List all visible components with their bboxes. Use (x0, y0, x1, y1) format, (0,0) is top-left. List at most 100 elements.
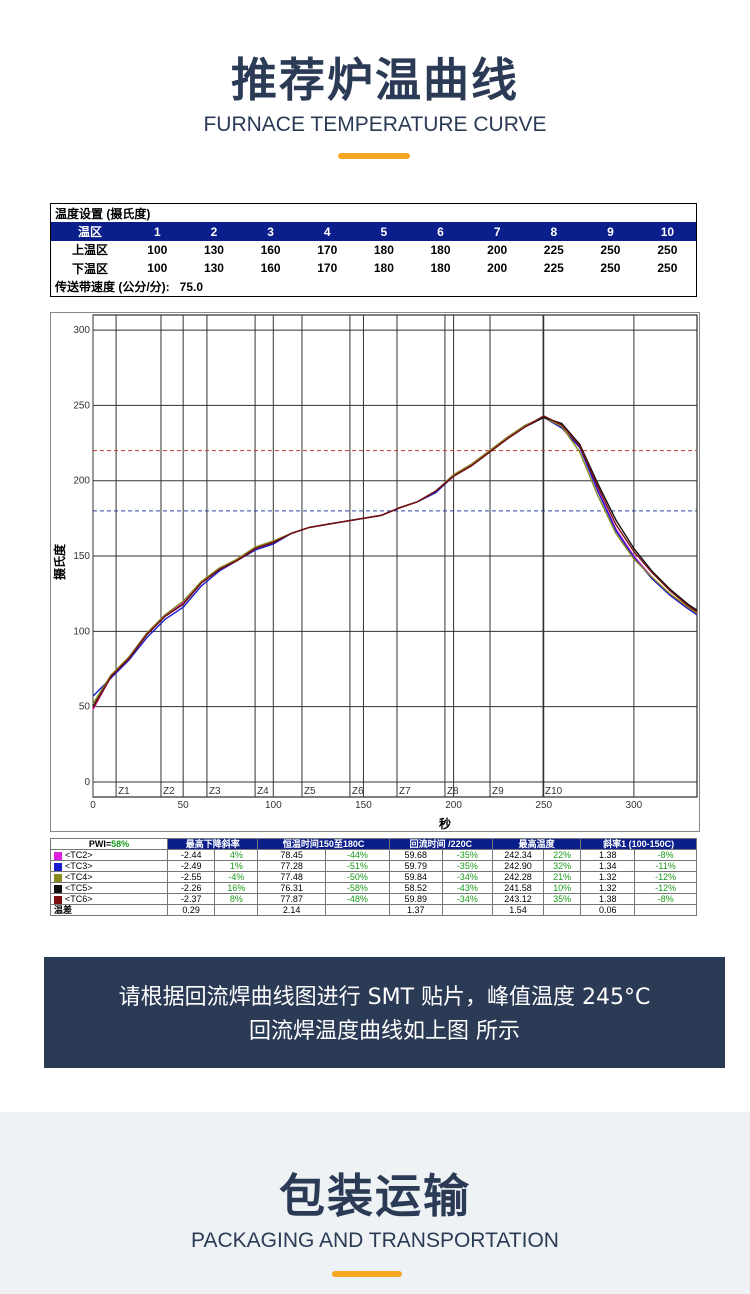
table-cell: 0.06 (580, 904, 636, 916)
speed-label: 传送带速度 (公分/分): (55, 280, 170, 295)
table-cell: -34% (441, 871, 493, 883)
table-cell: -51% (324, 860, 390, 872)
table-title: 温度设置 (摄氏度) (55, 206, 151, 221)
table-row: <TC2> -2.44 4% 78.45 -44% 59.68 -35% 242.34 22% 1… (50, 849, 697, 861)
table-cell: -11% (634, 860, 697, 872)
legend-swatch (54, 873, 62, 882)
table-row: 传送带速度 (公分/分): 75.0 (51, 278, 697, 297)
table-header-row: PWI=58% 最高下降斜率 恒温时间150至180C 回流时间 /220C 最高温度斜… (50, 838, 697, 850)
series-cell: <TC4> (50, 871, 168, 883)
table-cell: 243.12 (491, 893, 545, 905)
section-subtitle: FURNACE TEMPERATURE CURVE (203, 113, 547, 136)
table-cell: -12% (634, 871, 697, 883)
legend-label: <TC3> (65, 861, 93, 871)
y-tick-label: 50 (79, 702, 91, 713)
series-cell: <TC2> (50, 849, 168, 861)
table-cell: -35% (441, 849, 493, 861)
header-cell: 2 (185, 222, 243, 241)
table-cell: 160 (260, 242, 281, 257)
settings-table: 温度设置 (摄氏度) 温区 1 2 3 4 5 6 7 8 9 10 上温区 100 130 160 170 18… (50, 203, 697, 297)
accent-bar (332, 1271, 402, 1277)
table-row: <TC6> -2.37 8% 77.87 -48% 59.89 -34% 243.12 35% 1… (50, 893, 697, 905)
table-cell: 1.34 (580, 860, 636, 872)
legend-label: <TC5> (65, 883, 93, 893)
footer-section (0, 1112, 750, 1294)
x-tick-label: 300 (626, 800, 643, 811)
table-cell: -50% (324, 871, 390, 883)
table-cell: 8% (214, 893, 259, 905)
y-tick-label: 200 (73, 476, 90, 487)
y-axis-label: 摄氏度 (52, 543, 67, 580)
series-cell: <TC3> (50, 860, 168, 872)
table-cell: 76.31 (257, 882, 326, 894)
table-cell: 1.54 (491, 904, 545, 916)
header-cell: 6 (412, 222, 469, 241)
table-row: 下温区 100 130 160 170 180 180 200 225 250 250 (51, 259, 697, 277)
table-cell: 58.52 (388, 882, 443, 894)
table-cell: 100 (147, 261, 168, 276)
table-cell: -4% (214, 871, 259, 883)
table-cell: 10% (543, 882, 582, 894)
zone-label: Z8 (447, 786, 459, 797)
table-cell: -2.55 (166, 871, 216, 883)
legend-swatch (54, 862, 62, 871)
section-title: 推荐炉温曲线 (231, 53, 519, 107)
header-cell: 斜率1 (100-150C) (580, 838, 697, 850)
table-cell: 242.90 (491, 860, 545, 872)
table-cell: 1.38 (580, 893, 636, 905)
header-cell: 10 (638, 222, 697, 241)
table-cell: 77.28 (257, 860, 326, 872)
table-cell: 21% (543, 871, 582, 883)
table-header-row: 温区 1 2 3 4 5 6 7 8 9 10 (50, 222, 697, 241)
pwi-cell: PWI=58% (50, 838, 168, 850)
x-tick-label: 0 (90, 800, 96, 811)
table-cell: 250 (600, 242, 621, 257)
zone-label: Z1 (118, 786, 130, 797)
accent-bar (338, 153, 410, 159)
table-cell: -8% (634, 849, 697, 861)
table-cell: 130 (203, 261, 224, 276)
table-cell: -43% (441, 882, 493, 894)
table-cell: 32% (543, 860, 582, 872)
table-cell: 78.45 (257, 849, 326, 861)
y-tick-label: 100 (73, 626, 90, 637)
zone-label: Z5 (304, 786, 316, 797)
table-cell: 22% (543, 849, 582, 861)
zone-label: Z6 (352, 786, 364, 797)
pwi-label: PWI= (88, 839, 112, 849)
table-cell: 250 (600, 261, 621, 276)
zone-label: Z4 (257, 786, 269, 797)
zone-label: Z7 (399, 786, 411, 797)
table-cell: -2.49 (166, 860, 216, 872)
x-tick-label: 100 (265, 800, 282, 811)
series-cell: <TC5> (50, 882, 168, 894)
speed-cell: 传送带速度 (公分/分): 75.0 (51, 278, 697, 297)
table-cell (324, 904, 390, 916)
table-cell: 77.48 (257, 871, 326, 883)
table-cell (634, 904, 697, 916)
section-title: 包装运输 (279, 1169, 471, 1223)
table-cell: 59.84 (388, 871, 443, 883)
table-cell: 4% (214, 849, 259, 861)
table-cell: 16% (214, 882, 259, 894)
header-cell: 3 (242, 222, 299, 241)
table-cell: 180 (430, 242, 451, 257)
table-cell: 242.28 (491, 871, 545, 883)
y-tick-label: 300 (73, 325, 90, 336)
y-tick-label: 250 (73, 400, 90, 411)
table-cell: 160 (260, 261, 281, 276)
legend-label: <TC4> (65, 872, 93, 882)
series-line (92, 415, 698, 709)
header-cell: 最高下降斜率 (166, 838, 259, 850)
x-tick-label: 200 (445, 800, 462, 811)
table-cell: 1.38 (580, 849, 636, 861)
table-cell: 1% (214, 860, 259, 872)
row-label: 温差 (50, 904, 168, 916)
table-cell: 200 (487, 261, 508, 276)
header-cell: 回流时间 /220C (388, 838, 493, 850)
header-cell: 最高温度 (491, 838, 582, 850)
series-cell: <TC6> (50, 893, 168, 905)
table-cell: 35% (543, 893, 582, 905)
header-cell: 9 (582, 222, 639, 241)
table-cell: -2.26 (166, 882, 216, 894)
